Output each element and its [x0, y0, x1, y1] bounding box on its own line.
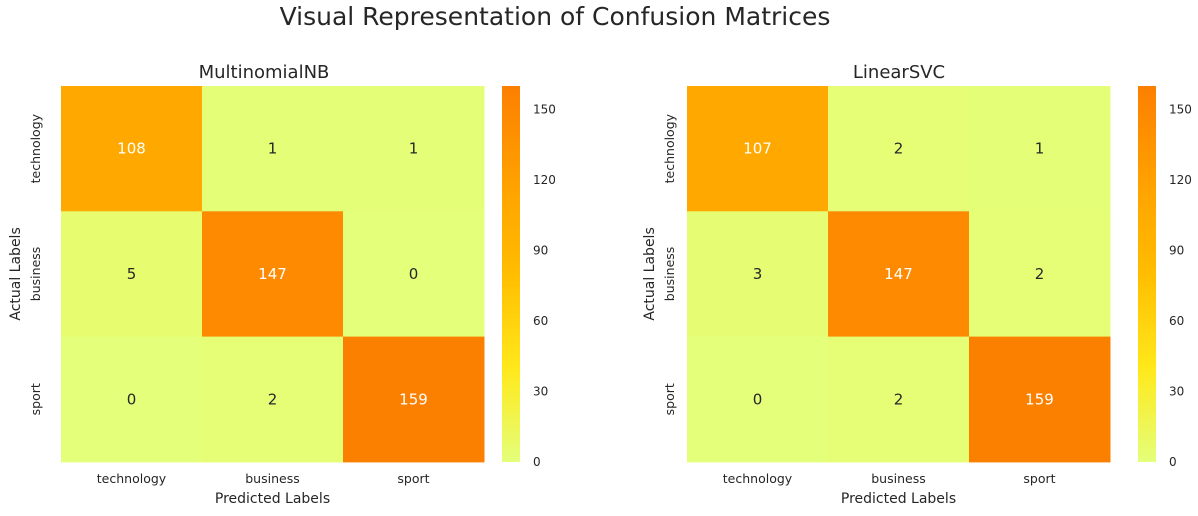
heatmap-cell	[828, 211, 970, 338]
cell-value-label: 1	[1035, 140, 1045, 158]
x-tick-label: sport	[397, 471, 429, 486]
cell-value-label: 147	[884, 265, 913, 283]
colorbar-tick-label: 60	[1169, 314, 1184, 328]
y-axis-label: Actual Labels	[642, 227, 658, 320]
heatmap-cell	[343, 86, 485, 212]
x-tick-label: technology	[723, 471, 793, 486]
heatmap-cell	[687, 86, 829, 212]
heatmap-cell	[202, 211, 344, 338]
colorbar-tick-label: 0	[533, 455, 541, 469]
cell-value-label: 1	[268, 140, 278, 158]
colorbar-tick-label: 120	[1169, 173, 1192, 187]
heatmap-cell	[61, 211, 203, 338]
cell-value-label: 0	[127, 390, 137, 408]
cell-value-label: 2	[268, 390, 278, 408]
cell-value-label: 2	[894, 140, 904, 158]
heatmap-cell	[202, 336, 344, 463]
heatmap-cell	[343, 211, 485, 338]
x-tick-label: business	[871, 471, 925, 486]
heatmap-cell	[202, 86, 344, 212]
colorbar-tick-label: 150	[533, 103, 556, 117]
x-axis-label: Predicted Labels	[841, 491, 956, 507]
x-tick-label: sport	[1023, 471, 1055, 486]
colorbar-tick-label: 120	[533, 173, 556, 187]
x-tick-label: technology	[97, 471, 167, 486]
y-tick-label: sport	[28, 383, 43, 415]
y-axis-label: Actual Labels	[8, 227, 24, 320]
heatmap-cell	[343, 336, 485, 463]
heatmap-cell	[687, 336, 829, 463]
cell-value-label: 1	[409, 140, 419, 158]
panel-title-1: MultinomialNB	[199, 62, 330, 83]
colorbar	[1138, 86, 1156, 462]
figure-title: Visual Representation of Confusion Matri…	[279, 2, 831, 31]
cell-value-label: 159	[1025, 390, 1054, 408]
heatmap-cell	[969, 336, 1111, 463]
y-tick-label: technology	[28, 113, 43, 183]
cell-value-label: 108	[117, 140, 146, 158]
heatmap-cell	[61, 86, 203, 212]
y-tick-label: technology	[662, 113, 677, 183]
heatmap-cell	[828, 86, 970, 212]
cell-value-label: 2	[894, 390, 904, 408]
cell-value-label: 0	[753, 390, 763, 408]
cell-value-label: 3	[753, 265, 763, 283]
panel-title-2: LinearSVC	[853, 62, 945, 83]
y-tick-label: business	[28, 247, 43, 301]
heatmap-cell	[61, 336, 203, 463]
cell-value-label: 5	[127, 265, 137, 283]
cell-value-label: 0	[409, 265, 419, 283]
cell-value-label: 159	[399, 390, 428, 408]
colorbar-tick-label: 150	[1169, 103, 1192, 117]
colorbar-tick-label: 30	[533, 385, 548, 399]
x-tick-label: business	[245, 471, 299, 486]
colorbar-tick-label: 90	[1169, 244, 1184, 258]
heatmap-cell	[969, 211, 1111, 338]
x-axis-label: Predicted Labels	[215, 491, 330, 507]
colorbar-tick-label: 60	[533, 314, 548, 328]
cell-value-label: 2	[1035, 265, 1045, 283]
colorbar-tick-label: 90	[533, 244, 548, 258]
heatmap-cell	[687, 211, 829, 338]
colorbar-tick-label: 0	[1169, 455, 1177, 469]
heatmap-cell	[969, 86, 1111, 212]
colorbar-tick-label: 30	[1169, 385, 1184, 399]
heatmap-cell	[828, 336, 970, 463]
cell-value-label: 147	[258, 265, 287, 283]
colorbar	[502, 86, 520, 462]
y-tick-label: sport	[662, 383, 677, 415]
cell-value-label: 107	[743, 140, 772, 158]
y-tick-label: business	[662, 247, 677, 301]
